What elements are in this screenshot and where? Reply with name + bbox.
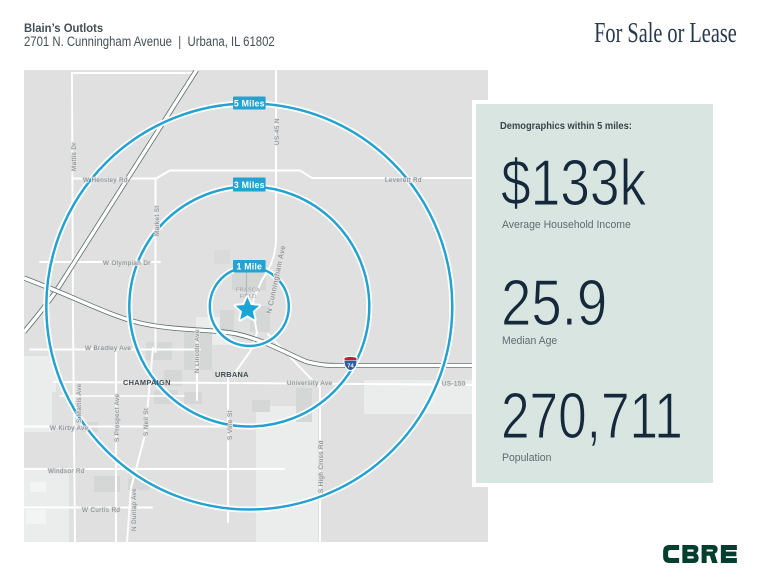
svg-text:Market St: Market St (154, 205, 161, 236)
svg-text:N Dunlap Ave: N Dunlap Ave (131, 488, 138, 531)
svg-text:W Curtis Rd: W Curtis Rd (82, 507, 120, 514)
svg-text:University Ave: University Ave (287, 380, 332, 387)
svg-text:Leverett Rd: Leverett Rd (385, 177, 422, 184)
svg-text:N Lincoln Ave: N Lincoln Ave (194, 329, 201, 373)
svg-text:S Prospect Ave: S Prospect Ave (114, 393, 121, 442)
svg-text:URBANA: URBANA (215, 370, 249, 379)
svg-text:Windsor Rd: Windsor Rd (48, 468, 85, 475)
svg-text:3 Miles: 3 Miles (234, 180, 265, 190)
svg-text:FRASCA: FRASCA (236, 288, 260, 294)
svg-text:N Cunningham Ave: N Cunningham Ave (264, 244, 287, 314)
svg-text:S Vine St: S Vine St (227, 410, 234, 440)
svg-text:W Hensley Rd: W Hensley Rd (83, 177, 128, 184)
svg-text:W Olympian Dr: W Olympian Dr (103, 260, 151, 267)
svg-text:S Mattis Ave: S Mattis Ave (76, 383, 83, 423)
svg-text:W Bradley Ave: W Bradley Ave (85, 345, 131, 352)
svg-text:Mattis Dr: Mattis Dr (71, 142, 78, 171)
svg-text:CHAMPAIGN: CHAMPAIGN (123, 378, 171, 387)
svg-text:S High Cross Rd: S High Cross Rd (318, 440, 325, 493)
svg-text:W Kirby Ave: W Kirby Ave (50, 425, 89, 432)
svg-text:S Neil St: S Neil St (143, 408, 150, 436)
svg-text:1 Mile: 1 Mile (236, 262, 262, 272)
svg-text:5 Miles: 5 Miles (234, 98, 265, 108)
svg-text:US-150: US-150 (442, 381, 466, 388)
svg-text:74: 74 (347, 363, 354, 369)
svg-text:US-45 N: US-45 N (274, 118, 281, 145)
